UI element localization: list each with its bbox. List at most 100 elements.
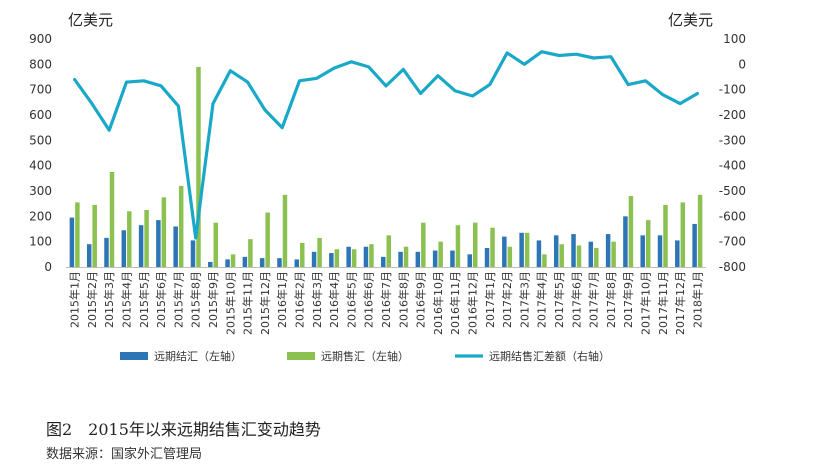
y-left-tick-label: 300 (29, 184, 52, 198)
bar-forward-sell (178, 185, 184, 267)
bar-forward-buy (381, 256, 386, 267)
x-tick-label: 2016年6月 (362, 271, 376, 328)
y-left-tick-label: 700 (29, 83, 52, 97)
bar-forward-buy (675, 240, 680, 267)
bar-forward-buy (692, 223, 697, 267)
y-left-tick-label: 100 (29, 235, 52, 249)
legend-label: 远期售汇（左轴） (321, 349, 409, 363)
legend-label: 远期结汇（左轴） (154, 349, 242, 363)
bar-forward-sell (680, 202, 686, 267)
y-left-tick-label: 400 (29, 159, 52, 173)
x-tick-label: 2015年7月 (171, 271, 185, 328)
bar-forward-buy (484, 248, 490, 267)
bar-forward-sell (645, 220, 651, 267)
bar-forward-sell (524, 232, 530, 267)
y-right-tick-label: 0 (738, 57, 746, 71)
x-tick-label: 2017年7月 (587, 271, 601, 328)
bar-forward-sell (369, 244, 374, 267)
bar-forward-sell (542, 254, 547, 267)
x-tick-label: 2018年1月 (690, 271, 704, 328)
y-right-tick-label: -100 (719, 83, 746, 97)
x-tick-label: 2017年3月 (517, 271, 531, 328)
bar-forward-sell (109, 172, 115, 267)
bar-forward-buy (571, 234, 576, 267)
line-net-balance (72, 50, 700, 240)
bar-forward-buy (208, 261, 213, 267)
x-tick-label: 2015年11月 (241, 271, 255, 335)
bar-forward-buy (311, 251, 317, 267)
bar-forward-sell (507, 246, 513, 267)
bar-forward-sell (628, 196, 634, 267)
bar-forward-buy (623, 216, 628, 267)
bar-forward-buy (294, 259, 300, 267)
bar-forward-buy (415, 251, 421, 267)
legend-label: 远期结售汇差额（右轴） (489, 349, 610, 363)
bar-forward-buy (156, 220, 161, 267)
bar-forward-buy (259, 258, 265, 267)
x-tick-label: 2016年7月 (379, 271, 393, 328)
bar-forward-buy (138, 225, 144, 267)
x-tick-label: 2015年4月 (120, 271, 134, 328)
y-right-tick-label: -700 (719, 235, 746, 249)
bar-forward-sell (697, 194, 703, 267)
bar-forward-buy (86, 244, 92, 267)
bar-forward-sell (438, 241, 443, 267)
bar-forward-sell (161, 197, 167, 267)
right-axis-unit: 亿美元 (668, 11, 714, 29)
bar-forward-buy (467, 254, 472, 267)
bar-forward-buy (536, 240, 542, 267)
bar-forward-buy (640, 235, 645, 267)
x-tick-label: 2017年10月 (638, 271, 652, 335)
x-tick-label: 2016年11月 (448, 271, 462, 335)
bar-forward-sell (594, 248, 599, 267)
x-tick-label: 2016年4月 (327, 271, 341, 328)
bar-forward-buy (553, 235, 559, 267)
x-tick-label: 2015年9月 (206, 271, 220, 328)
bar-forward-sell (351, 249, 357, 267)
legend-swatch (120, 352, 148, 360)
bar-forward-buy (173, 226, 178, 267)
y-left-tick-label: 900 (29, 32, 52, 46)
x-tick-label: 2016年2月 (293, 271, 307, 328)
y-left-tick-label: 0 (44, 260, 52, 274)
bar-forward-sell (472, 222, 478, 267)
y-right-tick-label: 100 (723, 32, 746, 46)
legend-swatch (287, 352, 315, 360)
bar-forward-sell (455, 225, 461, 267)
x-tick-label: 2016年3月 (310, 271, 324, 328)
bar-forward-buy (346, 246, 351, 267)
x-tick-label: 2017年12月 (673, 271, 687, 335)
x-tick-label: 2017年1月 (483, 271, 497, 328)
x-tick-label: 2016年8月 (396, 271, 410, 328)
y-left-tick-label: 500 (29, 133, 52, 147)
x-tick-label: 2015年6月 (154, 271, 168, 328)
bar-forward-buy (605, 234, 611, 267)
left-axis-unit: 亿美元 (68, 11, 114, 29)
bar-forward-buy (657, 235, 663, 267)
x-tick-label: 2017年4月 (535, 271, 549, 328)
y-right-tick-label: -400 (719, 159, 746, 173)
x-tick-label: 2015年12月 (258, 271, 272, 335)
bar-forward-sell (559, 244, 564, 267)
x-tick-label: 2015年3月 (102, 271, 116, 328)
bar-forward-sell (144, 210, 149, 267)
bar-forward-buy (398, 251, 403, 267)
x-tick-label: 2016年1月 (275, 271, 289, 328)
bar-forward-buy (190, 240, 196, 267)
bar-forward-sell (213, 222, 219, 267)
bar-forward-sell (248, 239, 253, 267)
x-tick-label: 2016年5月 (344, 271, 358, 328)
y-right-tick-label: -600 (719, 209, 746, 223)
bar-forward-buy (588, 241, 594, 267)
x-tick-label: 2017年9月 (621, 271, 635, 328)
figure-caption: 图2 2015年以来远期结售汇变动趋势 (46, 420, 321, 439)
bar-forward-sell (282, 194, 288, 267)
bar-forward-buy (69, 217, 75, 267)
bar-forward-buy (121, 230, 127, 267)
bar-forward-buy (502, 236, 507, 267)
y-right-tick-label: -800 (719, 260, 746, 274)
x-tick-label: 2017年2月 (500, 271, 514, 328)
x-tick-label: 2015年2月 (85, 271, 99, 328)
bar-forward-sell (196, 66, 201, 267)
